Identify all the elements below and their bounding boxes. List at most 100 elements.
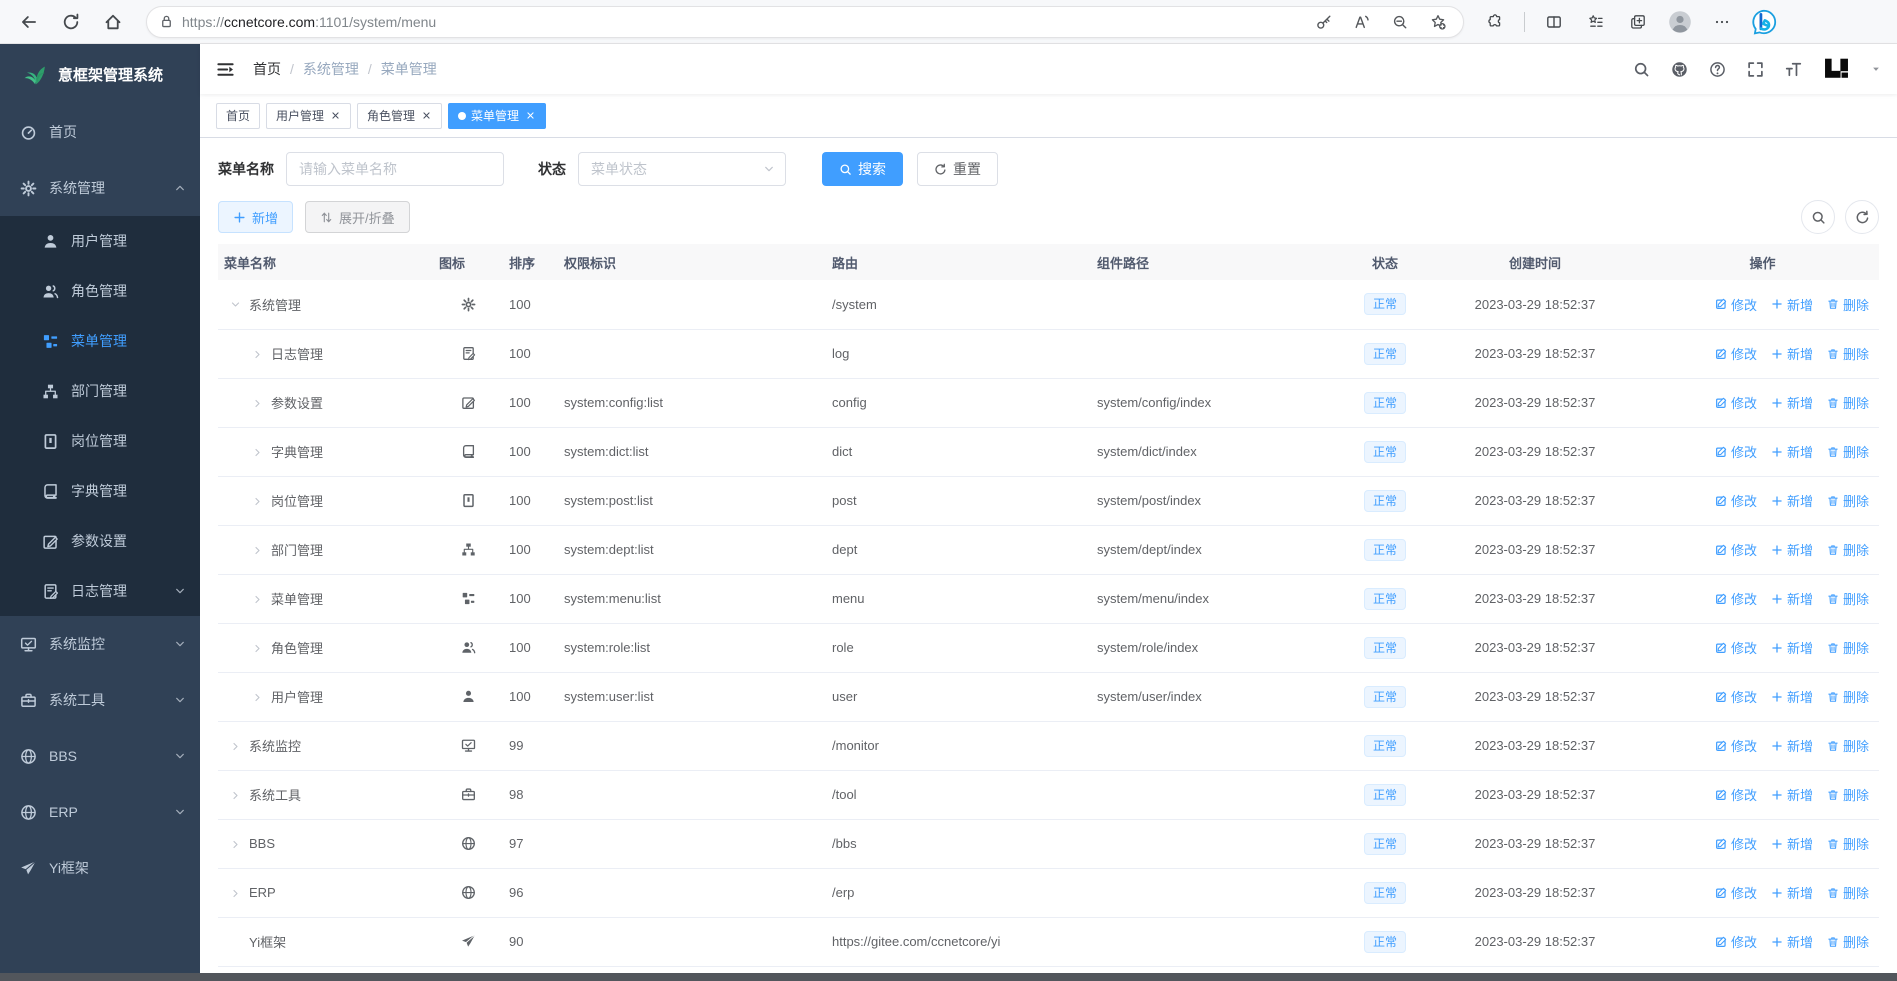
sidebar-item-2[interactable]: 用户管理 [0,216,200,266]
expand-collapse-button[interactable]: 展开/折叠 [305,201,410,233]
collapse-sidebar-icon[interactable] [216,60,235,79]
add-link[interactable]: 新增 [1771,442,1813,461]
edit-link[interactable]: 修改 [1715,393,1757,412]
delete-link[interactable]: 删除 [1827,393,1869,412]
tree-toggle-icon[interactable] [230,788,244,802]
tree-toggle-icon[interactable] [252,396,266,410]
delete-link[interactable]: 删除 [1827,834,1869,853]
close-tab-icon[interactable] [329,110,341,122]
sidebar-item-11[interactable]: 系统工具 [0,672,200,728]
table-search-button[interactable] [1801,200,1835,234]
refresh-icon[interactable] [52,5,90,39]
favorite-add-icon[interactable] [1423,8,1453,36]
sidebar-item-6[interactable]: 岗位管理 [0,416,200,466]
reset-button[interactable]: 重置 [917,152,998,186]
view-tab[interactable]: 用户管理 [266,102,352,129]
back-icon[interactable] [10,5,48,39]
sidebar-item-0[interactable]: 首页 [0,104,200,160]
close-tab-icon[interactable] [524,110,536,122]
tree-toggle-icon[interactable] [230,886,244,900]
zoom-out-icon[interactable] [1385,8,1415,36]
sidebar-item-8[interactable]: 参数设置 [0,516,200,566]
tree-toggle-icon[interactable] [252,347,266,361]
edit-link[interactable]: 修改 [1715,834,1757,853]
sidebar-item-4[interactable]: 菜单管理 [0,316,200,366]
sidebar-item-13[interactable]: ERP [0,784,200,840]
add-link[interactable]: 新增 [1771,589,1813,608]
key-icon[interactable] [1309,8,1339,36]
github-icon[interactable] [1671,61,1688,78]
edit-link[interactable]: 修改 [1715,344,1757,363]
status-select[interactable]: 菜单状态 [578,152,786,186]
sidebar-item-1[interactable]: 系统管理 [0,160,200,216]
add-link[interactable]: 新增 [1771,687,1813,706]
delete-link[interactable]: 删除 [1827,687,1869,706]
add-link[interactable]: 新增 [1771,785,1813,804]
close-tab-icon[interactable] [420,110,432,122]
sidebar-item-10[interactable]: 系统监控 [0,616,200,672]
table-refresh-button[interactable] [1845,200,1879,234]
menu-name-input[interactable] [286,152,504,186]
delete-link[interactable]: 删除 [1827,491,1869,510]
address-bar[interactable]: https://ccnetcore.com:1101/system/menu [146,5,1464,38]
sidebar-item-14[interactable]: Yi框架 [0,840,200,896]
app-logo[interactable]: 意框架管理系统 [0,44,200,104]
delete-link[interactable]: 删除 [1827,295,1869,314]
view-tab[interactable]: 菜单管理 [448,102,547,129]
view-tab[interactable]: 首页 [216,102,261,129]
edit-link[interactable]: 修改 [1715,883,1757,902]
breadcrumb-home[interactable]: 首页 [253,61,281,77]
edit-link[interactable]: 修改 [1715,442,1757,461]
add-link[interactable]: 新增 [1771,540,1813,559]
tree-toggle-icon[interactable] [252,543,266,557]
delete-link[interactable]: 删除 [1827,736,1869,755]
read-aloud-icon[interactable] [1347,8,1377,36]
split-screen-icon[interactable] [1535,5,1573,39]
edit-link[interactable]: 修改 [1715,736,1757,755]
tree-toggle-icon[interactable] [252,494,266,508]
collections-icon[interactable] [1577,5,1615,39]
delete-link[interactable]: 删除 [1827,638,1869,657]
tree-toggle-icon[interactable] [230,935,244,949]
add-link[interactable]: 新增 [1771,295,1813,314]
add-link[interactable]: 新增 [1771,834,1813,853]
delete-link[interactable]: 删除 [1827,932,1869,951]
new-tab-group-icon[interactable] [1619,5,1657,39]
yi-logo[interactable] [1823,56,1850,83]
add-link[interactable]: 新增 [1771,883,1813,902]
search-button[interactable]: 搜索 [822,152,903,186]
edit-link[interactable]: 修改 [1715,687,1757,706]
tree-toggle-icon[interactable] [252,592,266,606]
sidebar-item-7[interactable]: 字典管理 [0,466,200,516]
add-link[interactable]: 新增 [1771,932,1813,951]
add-link[interactable]: 新增 [1771,638,1813,657]
lock-icon[interactable] [159,14,174,29]
edit-link[interactable]: 修改 [1715,295,1757,314]
add-link[interactable]: 新增 [1771,491,1813,510]
more-icon[interactable] [1703,5,1741,39]
font-size-icon[interactable] [1785,61,1802,78]
delete-link[interactable]: 删除 [1827,883,1869,902]
delete-link[interactable]: 删除 [1827,344,1869,363]
tree-toggle-icon[interactable] [230,297,244,311]
view-tab[interactable]: 角色管理 [357,102,443,129]
delete-link[interactable]: 删除 [1827,589,1869,608]
extensions-icon[interactable] [1476,5,1514,39]
edit-link[interactable]: 修改 [1715,785,1757,804]
add-link[interactable]: 新增 [1771,736,1813,755]
edit-link[interactable]: 修改 [1715,491,1757,510]
help-icon[interactable] [1709,61,1726,78]
add-link[interactable]: 新增 [1771,393,1813,412]
fullscreen-icon[interactable] [1747,61,1764,78]
add-link[interactable]: 新增 [1771,344,1813,363]
caret-down-icon[interactable] [1871,64,1881,74]
tree-toggle-icon[interactable] [252,690,266,704]
tree-toggle-icon[interactable] [230,837,244,851]
sidebar-item-3[interactable]: 角色管理 [0,266,200,316]
bing-copilot-icon[interactable] [1745,5,1783,39]
search-icon[interactable] [1633,61,1650,78]
sidebar-item-9[interactable]: 日志管理 [0,566,200,616]
sidebar-item-5[interactable]: 部门管理 [0,366,200,416]
sidebar-item-12[interactable]: BBS [0,728,200,784]
edit-link[interactable]: 修改 [1715,932,1757,951]
